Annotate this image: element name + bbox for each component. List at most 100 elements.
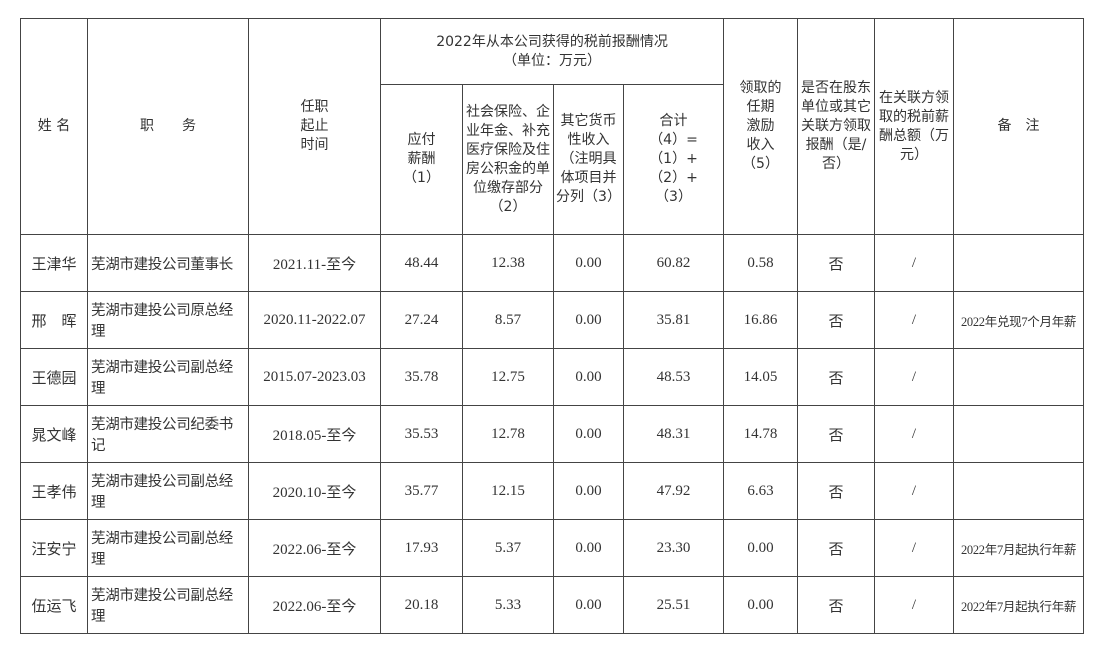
cell-salary: 27.24	[380, 291, 463, 349]
header-insurance: 社会保险、企业年金、补充医疗保险及住房公积金的单位缴存部分 （2）	[462, 84, 554, 235]
header-related-amount: 在关联方领取的税前薪酬总额（万元）	[874, 18, 955, 235]
table-row: 邢 晖芜湖市建投公司原总经理 2020.11-2022.07 27.24 8.57 0.…	[20, 291, 1085, 349]
cell-other: 0.00	[553, 291, 624, 349]
cell-name: 伍运飞	[20, 576, 88, 634]
cell-remark	[953, 234, 1085, 292]
cell-position: 芜湖市建投公司纪委书记	[87, 405, 249, 463]
cell-related-amount: /	[874, 576, 955, 634]
cell-tenure: 2018.05-至今	[248, 405, 381, 463]
cell-position: 芜湖市建投公司原总经理	[87, 291, 249, 349]
cell-tenure: 2021.11-至今	[248, 234, 381, 292]
cell-other: 0.00	[553, 576, 624, 634]
cell-salary: 20.18	[380, 576, 463, 634]
cell-remark	[953, 348, 1085, 406]
header-salary-text: 应付 薪酬 （1）	[403, 132, 440, 186]
cell-salary: 35.78	[380, 348, 463, 406]
table-row: 王孝伟 芜湖市建投公司副总经理 2020.10-至今 35.77 12.15 0.00 47…	[20, 462, 1085, 520]
cell-salary: 35.77	[380, 462, 463, 520]
header-tenure-text: 任职 起止 时间	[300, 99, 329, 153]
table-row: 汪安宁 芜湖市建投公司副总经理 2022.06-至今 17.93 5.37 0.00 23.…	[20, 519, 1085, 577]
cell-total: 35.81	[622, 291, 725, 349]
cell-related-amount: /	[874, 234, 955, 292]
cell-insurance: 12.75	[462, 348, 554, 406]
cell-related-flag: 否	[797, 519, 876, 577]
cell-insurance: 12.38	[462, 234, 554, 292]
cell-tenure: 2020.11-2022.07	[248, 291, 381, 349]
cell-total: 60.82	[622, 234, 725, 292]
cell-incentive: 0.58	[723, 234, 799, 292]
header-salary: 应付 薪酬 （1）	[380, 84, 463, 235]
table-row: 王德园 芜湖市建投公司副总经理 2015.07-2023.03 35.78 12.75 0…	[20, 348, 1085, 406]
cell-insurance: 5.33	[462, 576, 554, 634]
cell-salary: 35.53	[380, 405, 463, 463]
cell-tenure: 2015.07-2023.03	[248, 348, 381, 406]
table-row: 伍运飞 芜湖市建投公司副总经理 2022.06-至今 20.18 5.33 0.00 25.…	[20, 576, 1085, 634]
cell-remark: 2022年7月起执行年薪	[953, 576, 1085, 634]
cell-name: 王津华	[20, 234, 88, 292]
cell-related-amount: /	[874, 519, 955, 577]
header-total: 合计 （4）= （1）+ （2）+ （3）	[622, 84, 725, 235]
cell-total: 25.51	[622, 576, 725, 634]
header-incentive-text: 领取的 任期 激励 收入 （5）	[739, 80, 782, 172]
cell-total: 48.31	[622, 405, 725, 463]
cell-insurance: 12.15	[462, 462, 554, 520]
cell-related-flag: 否	[797, 291, 876, 349]
cell-insurance: 12.78	[462, 405, 554, 463]
cell-related-amount: /	[874, 405, 955, 463]
cell-incentive: 14.78	[723, 405, 799, 463]
header-compensation-group: 2022年从本公司获得的税前报酬情况 （单位：万元）	[379, 18, 725, 85]
cell-incentive: 16.86	[723, 291, 799, 349]
compensation-table: 姓 名 职 务 任职 起止 时间 2022年从本公司获得的税前报酬情况 （单位：…	[20, 18, 1085, 634]
header-position: 职 务	[87, 18, 249, 235]
cell-name: 汪安宁	[20, 519, 88, 577]
cell-related-flag: 否	[797, 405, 876, 463]
cell-insurance: 8.57	[462, 291, 554, 349]
cell-position: 芜湖市建投公司董事长	[87, 234, 249, 292]
cell-remark	[953, 405, 1085, 463]
cell-salary: 17.93	[380, 519, 463, 577]
header-total-text: 合计 （4）= （1）+ （2）+ （3）	[649, 113, 698, 205]
cell-position: 芜湖市建投公司副总经理	[87, 348, 249, 406]
cell-related-flag: 否	[797, 462, 876, 520]
cell-other: 0.00	[553, 519, 624, 577]
cell-related-amount: /	[874, 348, 955, 406]
cell-related-flag: 否	[797, 348, 876, 406]
header-group-text: 2022年从本公司获得的税前报酬情况 （单位：万元）	[436, 33, 668, 69]
header-name: 姓 名	[20, 18, 88, 235]
cell-position: 芜湖市建投公司副总经理	[87, 519, 249, 577]
table-row: 王津华 芜湖市建投公司董事长 2021.11-至今 48.44 12.38 0.00 60.…	[20, 234, 1085, 292]
header-tenure: 任职 起止 时间	[248, 18, 381, 235]
header-insurance-text: 社会保险、企业年金、补充医疗保险及住房公积金的单位缴存部分 （2）	[466, 103, 550, 215]
cell-other: 0.00	[553, 234, 624, 292]
cell-tenure: 2020.10-至今	[248, 462, 381, 520]
cell-incentive: 0.00	[723, 519, 799, 577]
cell-related-amount: /	[874, 462, 955, 520]
cell-other: 0.00	[553, 348, 624, 406]
cell-incentive: 6.63	[723, 462, 799, 520]
cell-salary: 48.44	[380, 234, 463, 292]
cell-related-flag: 否	[797, 576, 876, 634]
cell-total: 47.92	[622, 462, 725, 520]
cell-total: 23.30	[622, 519, 725, 577]
cell-remark: 2022年7月起执行年薪	[953, 519, 1085, 577]
cell-position: 芜湖市建投公司副总经理	[87, 576, 249, 634]
cell-incentive: 0.00	[723, 576, 799, 634]
table-row: 晁文峰 芜湖市建投公司纪委书记 2018.05-至今 35.53 12.78 0.00 48…	[20, 405, 1085, 463]
cell-name: 晁文峰	[20, 405, 88, 463]
cell-tenure: 2022.06-至今	[248, 576, 381, 634]
cell-insurance: 5.37	[462, 519, 554, 577]
cell-remark: 2022年兑现7个月年薪	[953, 291, 1085, 349]
header-other: 其它货币性收入（注明具体项目并分列（3）	[553, 84, 624, 235]
cell-name: 王孝伟	[20, 462, 88, 520]
cell-incentive: 14.05	[723, 348, 799, 406]
cell-name: 邢 晖	[20, 291, 88, 349]
header-incentive: 领取的 任期 激励 收入 （5）	[723, 18, 799, 235]
cell-name: 王德园	[20, 348, 88, 406]
cell-remark	[953, 462, 1085, 520]
cell-tenure: 2022.06-至今	[248, 519, 381, 577]
header-remark: 备 注	[953, 18, 1085, 235]
cell-other: 0.00	[553, 462, 624, 520]
cell-related-amount: /	[874, 291, 955, 349]
cell-related-flag: 否	[797, 234, 876, 292]
cell-position: 芜湖市建投公司副总经理	[87, 462, 249, 520]
